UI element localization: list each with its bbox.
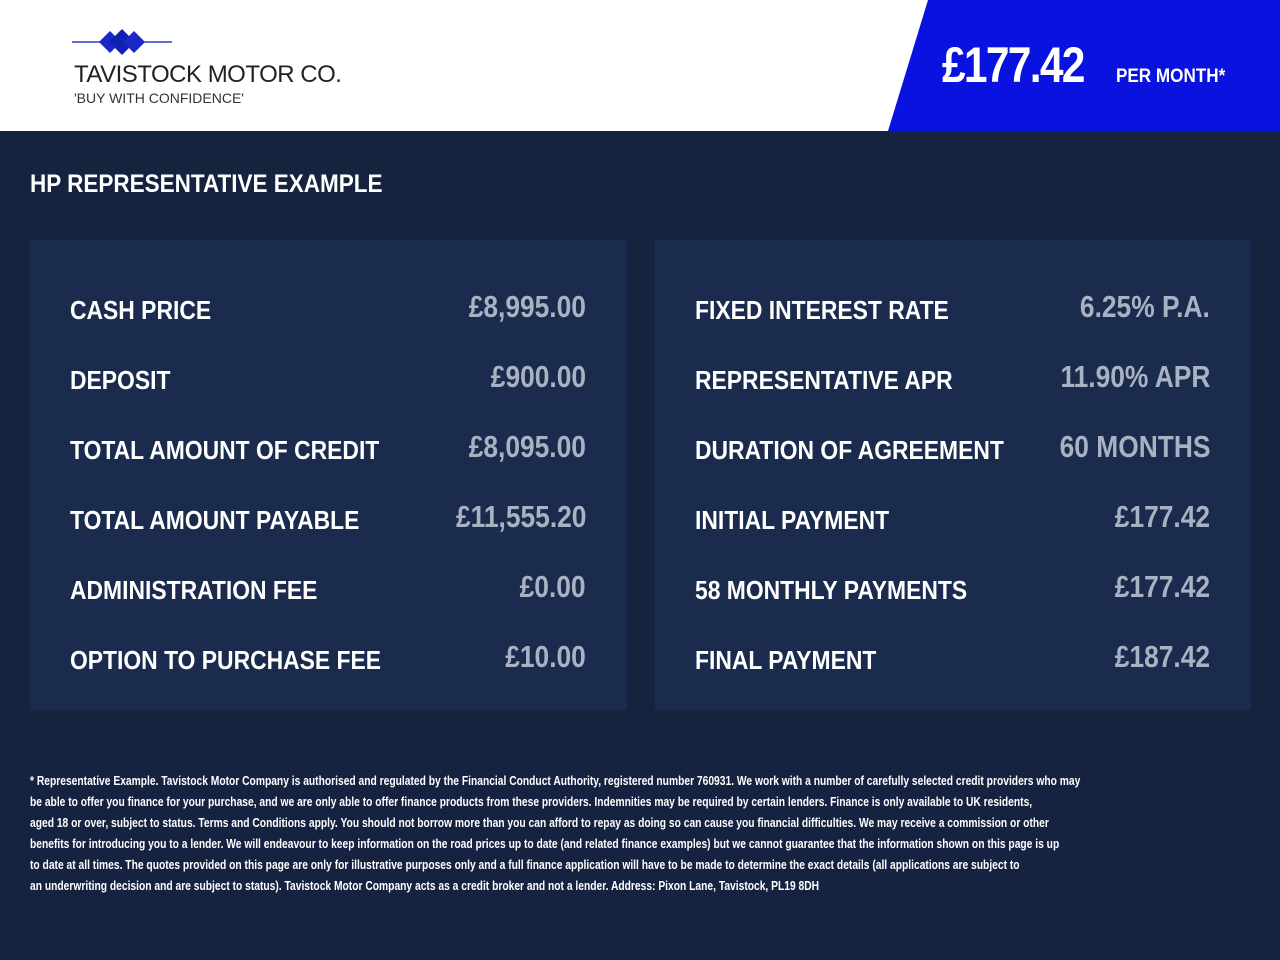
finance-row: ADMINISTRATION FEE £0.00 (70, 567, 586, 607)
row-label: 58 MONTHLY PAYMENTS (695, 575, 968, 605)
row-value: £187.42 (1114, 639, 1210, 674)
row-value: 6.25% P.A. (1080, 289, 1210, 324)
row-label: TOTAL AMOUNT OF CREDIT (70, 435, 380, 465)
row-value: 60 MONTHS (1059, 429, 1210, 464)
per-month-label: PER MONTH* (1116, 66, 1226, 87)
monthly-price: £177.42 (942, 37, 1085, 93)
logo: TAVISTOCK MOTOR CO. 'BUY WITH CONFIDENCE… (72, 28, 372, 108)
monthly-price-banner: £177.42 PER MONTH* (888, 0, 1280, 131)
finance-row: 58 MONTHLY PAYMENTS £177.42 (695, 567, 1210, 607)
row-value: £8,995.00 (468, 289, 586, 324)
row-label: OPTION TO PURCHASE FEE (70, 645, 382, 675)
row-label: FINAL PAYMENT (695, 645, 877, 675)
disclaimer-line: an underwriting decision and are subject… (30, 878, 820, 893)
disclaimer-line: to date at all times. The quotes provide… (30, 857, 1020, 872)
row-value: £8,095.00 (468, 429, 586, 464)
right-finance-panel: FIXED INTEREST RATE 6.25% P.A. REPRESENTAT… (655, 240, 1251, 710)
disclaimer-line: benefits for introducing you to a lender… (30, 836, 1060, 851)
section-title: HP REPRESENTATIVE EXAMPLE (30, 170, 383, 198)
row-label: DURATION OF AGREEMENT (695, 435, 1004, 465)
finance-row: REPRESENTATIVE APR 11.90% APR (695, 357, 1210, 397)
row-value: 11.90% APR (1060, 359, 1210, 394)
brand-name: TAVISTOCK MOTOR CO. (74, 61, 342, 88)
disclaimer-line: aged 18 or over, subject to status. Term… (30, 815, 1049, 830)
left-finance-panel: CASH PRICE £8,995.00 DEPOSIT £900.00 TOTAL A… (30, 240, 627, 710)
disclaimer-text: * Representative Example. Tavistock Moto… (30, 770, 1280, 896)
finance-row: TOTAL AMOUNT PAYABLE £11,555.20 (70, 497, 586, 537)
row-label: FIXED INTEREST RATE (695, 295, 949, 325)
finance-row: TOTAL AMOUNT OF CREDIT £8,095.00 (70, 427, 586, 467)
row-label: REPRESENTATIVE APR (695, 365, 953, 395)
finance-row: FIXED INTEREST RATE 6.25% P.A. (695, 287, 1210, 327)
diamond-logo-icon (72, 29, 172, 55)
disclaimer-line: * Representative Example. Tavistock Moto… (30, 773, 1081, 788)
row-value: £10.00 (505, 639, 586, 674)
row-value: £0.00 (520, 569, 586, 604)
row-value: £11,555.20 (455, 499, 586, 534)
header: TAVISTOCK MOTOR CO. 'BUY WITH CONFIDENCE… (0, 0, 1280, 131)
disclaimer-line: be able to offer you finance for your pu… (30, 794, 1033, 809)
row-value: £177.42 (1114, 499, 1210, 534)
finance-row: FINAL PAYMENT £187.42 (695, 637, 1210, 677)
row-label: ADMINISTRATION FEE (70, 575, 318, 605)
row-label: INITIAL PAYMENT (695, 505, 890, 535)
row-label: TOTAL AMOUNT PAYABLE (70, 505, 360, 535)
row-label: CASH PRICE (70, 295, 212, 325)
row-label: DEPOSIT (70, 365, 171, 395)
row-value: £177.42 (1114, 569, 1210, 604)
finance-row: CASH PRICE £8,995.00 (70, 287, 586, 327)
disclaimer-footer: * Representative Example. Tavistock Moto… (0, 740, 1280, 960)
finance-row: DURATION OF AGREEMENT 60 MONTHS (695, 427, 1210, 467)
row-value: £900.00 (490, 359, 586, 394)
finance-row: INITIAL PAYMENT £177.42 (695, 497, 1210, 537)
finance-row: OPTION TO PURCHASE FEE £10.00 (70, 637, 586, 677)
tagline: 'BUY WITH CONFIDENCE' (74, 90, 244, 106)
finance-row: DEPOSIT £900.00 (70, 357, 586, 397)
